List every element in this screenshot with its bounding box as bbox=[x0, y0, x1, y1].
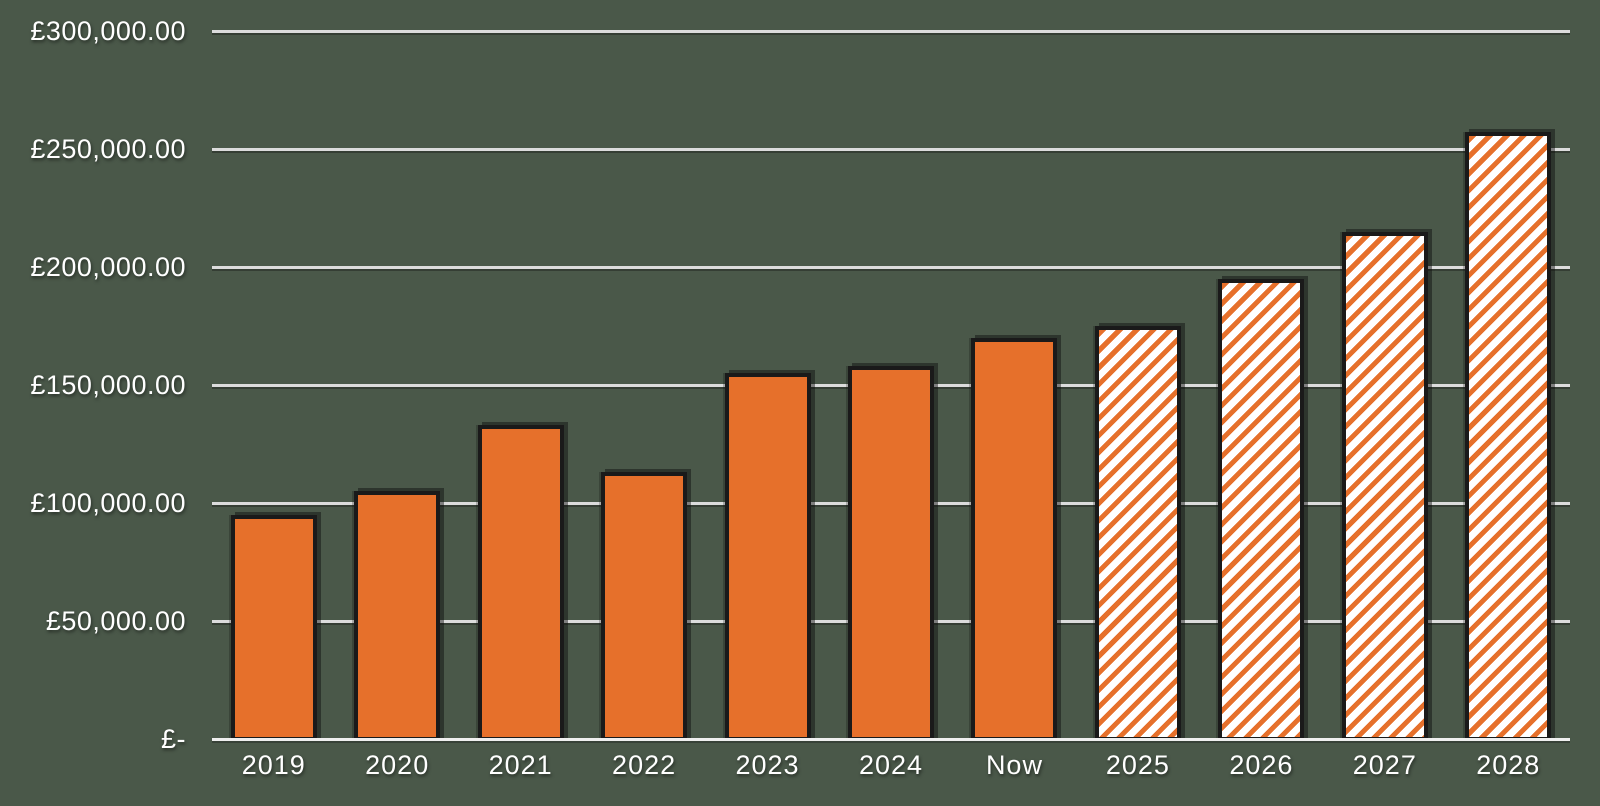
x-tick-label-2024: 2024 bbox=[858, 750, 924, 780]
y-tick-label-100000: £100,000.00 bbox=[30, 488, 186, 518]
bar-2021 bbox=[477, 425, 564, 741]
x-tick-label-2020: 2020 bbox=[365, 750, 430, 780]
bar-2028 bbox=[1465, 132, 1552, 741]
y-tick-label-250000: £250,000.00 bbox=[30, 134, 186, 164]
x-tick-label-2025: 2025 bbox=[1105, 750, 1170, 780]
y-tick-label-300000: £300,000.00 bbox=[30, 16, 186, 46]
bar-2026 bbox=[1218, 278, 1305, 741]
y-tick-label-0: £- bbox=[160, 724, 186, 754]
bar-2023 bbox=[724, 373, 811, 741]
x-tick-label-2023: 2023 bbox=[735, 750, 800, 780]
y-tick-label-150000: £150,000.00 bbox=[30, 370, 186, 400]
gridline-200000 bbox=[212, 266, 1570, 269]
x-tick-label-2021: 2021 bbox=[488, 750, 553, 780]
bar-2027 bbox=[1341, 231, 1428, 741]
gridline-300000 bbox=[212, 30, 1570, 33]
x-tick-label-2022: 2022 bbox=[612, 750, 677, 780]
bar-2024 bbox=[848, 366, 934, 741]
y-tick-label-200000: £200,000.00 bbox=[30, 252, 186, 282]
bar-2022 bbox=[601, 472, 688, 741]
bar-now bbox=[971, 337, 1058, 741]
x-tick-label-now: Now bbox=[985, 750, 1043, 780]
bar-2025 bbox=[1094, 326, 1181, 741]
x-tick-label-2019: 2019 bbox=[241, 750, 306, 780]
gridline-250000 bbox=[212, 148, 1570, 151]
x-tick-label-2026: 2026 bbox=[1229, 750, 1294, 780]
y-tick-label-50000: £50,000.00 bbox=[45, 606, 186, 636]
x-tick-label-2027: 2027 bbox=[1352, 750, 1417, 780]
bar-2020 bbox=[354, 491, 441, 741]
x-tick-label-2028: 2028 bbox=[1476, 750, 1541, 780]
bar-2019 bbox=[230, 514, 317, 741]
x-axis-baseline bbox=[212, 738, 1570, 741]
